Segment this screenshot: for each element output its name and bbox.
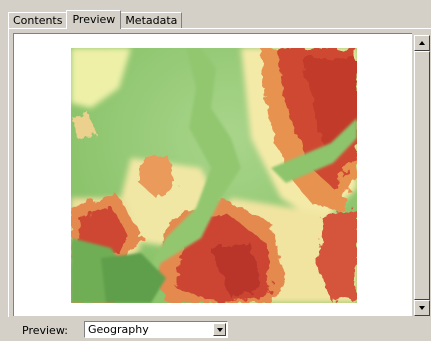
dropdown-button[interactable]	[213, 323, 226, 336]
arrow-up-icon	[419, 41, 425, 45]
scroll-down-button[interactable]	[414, 300, 430, 316]
preview-type-value: Geography	[88, 323, 149, 336]
tab-panel	[8, 28, 431, 317]
tab-preview[interactable]: Preview	[66, 10, 122, 29]
elevation-raster-image	[71, 48, 357, 303]
tab-metadata[interactable]: Metadata	[120, 12, 183, 28]
chevron-down-icon	[216, 327, 223, 332]
arrow-down-icon	[419, 306, 425, 310]
vertical-scrollbar[interactable]	[414, 35, 430, 316]
preview-type-select[interactable]: Geography	[84, 321, 228, 338]
tab-contents[interactable]: Contents	[8, 12, 68, 28]
scroll-up-button[interactable]	[414, 35, 430, 51]
scroll-thumb[interactable]	[414, 51, 430, 300]
preview-label: Preview:	[22, 324, 68, 337]
tab-strip: Contents Preview Metadata	[8, 10, 183, 29]
